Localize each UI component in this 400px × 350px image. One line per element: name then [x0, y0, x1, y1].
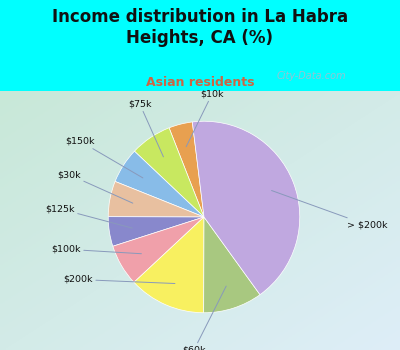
Text: $60k: $60k: [182, 286, 226, 350]
Wedge shape: [108, 181, 204, 217]
Text: $75k: $75k: [128, 100, 164, 157]
Text: $30k: $30k: [57, 170, 133, 203]
Text: $200k: $200k: [64, 275, 175, 284]
Wedge shape: [204, 217, 260, 313]
Wedge shape: [115, 151, 204, 217]
Text: Asian residents: Asian residents: [146, 76, 254, 89]
Text: City-Data.com: City-Data.com: [276, 71, 346, 81]
Wedge shape: [113, 217, 204, 282]
Text: $125k: $125k: [46, 204, 132, 228]
Text: $100k: $100k: [52, 245, 142, 254]
Text: $150k: $150k: [66, 137, 143, 178]
Wedge shape: [192, 121, 300, 295]
Wedge shape: [169, 122, 204, 217]
Text: Income distribution in La Habra
Heights, CA (%): Income distribution in La Habra Heights,…: [52, 8, 348, 47]
Wedge shape: [134, 128, 204, 217]
Text: > $200k: > $200k: [272, 190, 388, 230]
Text: $10k: $10k: [186, 90, 224, 147]
Wedge shape: [108, 217, 204, 246]
Wedge shape: [134, 217, 204, 313]
